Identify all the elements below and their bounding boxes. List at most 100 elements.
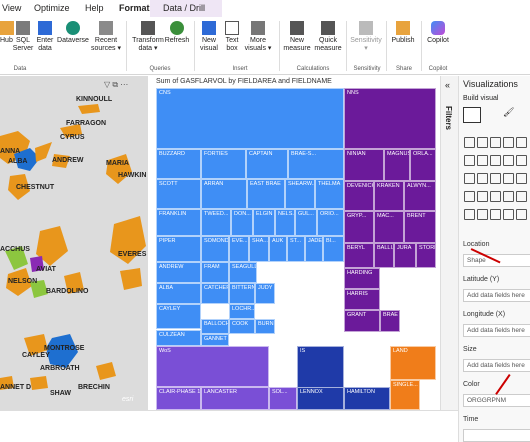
- text-box-button[interactable]: Text box: [222, 21, 242, 53]
- color-well[interactable]: ORGGRPNM: [463, 394, 530, 407]
- refresh-button[interactable]: Refresh: [164, 21, 190, 45]
- treemap-area[interactable]: CNS BUZZARD FORTIES CAPTAIN BRAE-S... SCOTT AR…: [156, 88, 436, 410]
- treemap-tile[interactable]: BRAE: [380, 310, 400, 332]
- treemap-tile[interactable]: DON...: [231, 208, 253, 237]
- treemap-tile[interactable]: LENNOX: [297, 386, 344, 410]
- format-visual-tab[interactable]: 🖌: [503, 107, 515, 117]
- treemap-tile[interactable]: NINIAN: [344, 149, 384, 182]
- treemap-tile[interactable]: COOK: [229, 318, 255, 334]
- treemap-tile[interactable]: BALLOCH: [201, 318, 229, 334]
- treemap-tile[interactable]: ALWYN...: [404, 181, 436, 211]
- visual-type-icon[interactable]: [490, 155, 501, 166]
- treemap-tile[interactable]: LAND: [390, 346, 436, 381]
- treemap-tile[interactable]: NNS: [344, 88, 436, 150]
- visual-type-icon[interactable]: [503, 209, 514, 220]
- visual-type-icon[interactable]: [503, 155, 514, 166]
- visual-type-icon[interactable]: [516, 155, 527, 166]
- visual-type-icon[interactable]: [477, 173, 488, 184]
- copilot-button[interactable]: Copilot: [425, 21, 451, 45]
- treemap-tile[interactable]: CATCHER: [201, 282, 229, 305]
- latitude-well[interactable]: Add data fields here: [463, 289, 530, 302]
- treemap-tile[interactable]: ALBA: [156, 282, 201, 305]
- treemap-tile[interactable]: BUZZARD: [156, 149, 201, 180]
- filters-pane[interactable]: « Filters: [440, 76, 458, 410]
- collapse-icon[interactable]: «: [445, 80, 451, 90]
- treemap-tile[interactable]: AUK: [269, 236, 287, 262]
- more-visuals-button[interactable]: More visuals ▾: [244, 21, 272, 53]
- treemap-tile[interactable]: HAMILTON: [344, 386, 390, 410]
- sensitivity-button[interactable]: Sensitivity ▾: [348, 21, 384, 53]
- menu-format[interactable]: Format: [119, 3, 150, 13]
- treemap-tile[interactable]: JUDY: [255, 282, 275, 305]
- treemap-tile[interactable]: CAYLEY: [156, 304, 201, 330]
- treemap-tile[interactable]: GRYP...: [344, 210, 374, 243]
- treemap-tile[interactable]: SHA...: [249, 236, 269, 262]
- hub-button[interactable]: Hub: [0, 21, 14, 45]
- menu-data-drill[interactable]: Data / Drill: [163, 3, 206, 13]
- treemap-tile[interactable]: CNS: [156, 88, 344, 150]
- treemap-tile[interactable]: ELGIN: [253, 208, 275, 237]
- treemap-tile[interactable]: LANCASTER: [201, 386, 269, 410]
- treemap-tile[interactable]: MAC...: [374, 210, 404, 243]
- visual-type-icon[interactable]: [516, 137, 527, 148]
- treemap-tile[interactable]: SHEARW...: [285, 179, 315, 209]
- treemap-tile[interactable]: TWEED...: [201, 208, 231, 237]
- visual-type-icon[interactable]: [477, 137, 488, 148]
- treemap-tile[interactable]: EVE...: [229, 236, 249, 262]
- treemap-tile[interactable]: JADE: [305, 236, 323, 262]
- sql-server-button[interactable]: SQL Server: [12, 21, 34, 53]
- treemap-tile[interactable]: BALLI...: [374, 242, 394, 269]
- treemap-tile[interactable]: HARRIS: [344, 289, 380, 311]
- treemap-tile[interactable]: ORLA...: [410, 149, 436, 182]
- treemap-tile[interactable]: BURN...: [255, 318, 275, 334]
- treemap-tile[interactable]: THELMA: [315, 179, 344, 209]
- treemap-tile[interactable]: FRAM: [201, 261, 229, 283]
- treemap-tile[interactable]: DEVENICK: [344, 181, 374, 211]
- visual-type-icon[interactable]: [464, 209, 475, 220]
- treemap-tile[interactable]: SOMOND: [201, 236, 229, 262]
- new-measure-button[interactable]: New measure: [282, 21, 312, 53]
- visual-type-icon[interactable]: [477, 209, 488, 220]
- visual-type-icon[interactable]: [490, 137, 501, 148]
- treemap-tile[interactable]: SOL...: [269, 386, 297, 410]
- treemap-tile[interactable]: KRAKEN: [374, 181, 404, 211]
- visual-type-icon[interactable]: [490, 191, 501, 202]
- visual-type-icon[interactable]: [464, 155, 475, 166]
- treemap-tile[interactable]: LOCHR...: [229, 304, 255, 319]
- longitude-well[interactable]: Add data fields here: [463, 324, 530, 337]
- treemap-tile[interactable]: JURA: [394, 242, 416, 269]
- menu-view[interactable]: View: [2, 3, 22, 13]
- recent-sources-button[interactable]: Recent sources ▾: [91, 21, 121, 53]
- treemap-tile[interactable]: PIPER: [156, 236, 201, 262]
- treemap-tile[interactable]: CLAIR-PHASE 1 [FA...: [156, 386, 201, 410]
- visual-type-icon[interactable]: [464, 173, 475, 184]
- visual-type-icon[interactable]: [490, 173, 501, 184]
- treemap-tile[interactable]: GRANT: [344, 310, 380, 332]
- publish-button[interactable]: Publish: [390, 21, 416, 45]
- treemap-tile[interactable]: GUL...: [295, 208, 317, 237]
- visual-type-icon[interactable]: [516, 191, 527, 202]
- build-visual-tab[interactable]: [463, 107, 481, 123]
- treemap-tile[interactable]: WoS: [156, 346, 269, 387]
- visual-type-icon[interactable]: [477, 155, 488, 166]
- quick-measure-button[interactable]: Quick measure: [313, 21, 343, 53]
- treemap-tile[interactable]: STORR: [416, 242, 436, 269]
- treemap-tile[interactable]: MAGNUS: [384, 149, 410, 182]
- visual-type-icon[interactable]: [503, 191, 514, 202]
- new-visual-button[interactable]: New visual: [198, 21, 220, 53]
- treemap-tile[interactable]: ANDREW: [156, 261, 201, 283]
- treemap-tile[interactable]: BRAE-S...: [288, 149, 344, 180]
- visual-type-icon[interactable]: [503, 173, 514, 184]
- treemap-tile[interactable]: FRANKLIN: [156, 208, 201, 237]
- size-well[interactable]: Add data fields here: [463, 359, 530, 372]
- visual-type-icon[interactable]: [503, 137, 514, 148]
- treemap-tile[interactable]: GANNET: [201, 333, 229, 347]
- treemap-tile[interactable]: HARDING: [344, 268, 380, 290]
- visual-type-icon[interactable]: [516, 173, 527, 184]
- treemap-tile[interactable]: BRENT: [404, 210, 436, 243]
- treemap-tile[interactable]: CAPTAIN: [246, 149, 288, 180]
- treemap-tile[interactable]: ARRAN: [201, 179, 247, 209]
- visual-header-icons[interactable]: ▽ ⧉ ⋯: [104, 80, 129, 89]
- treemap-tile[interactable]: BI...: [323, 236, 344, 262]
- visual-type-icon[interactable]: [464, 191, 475, 202]
